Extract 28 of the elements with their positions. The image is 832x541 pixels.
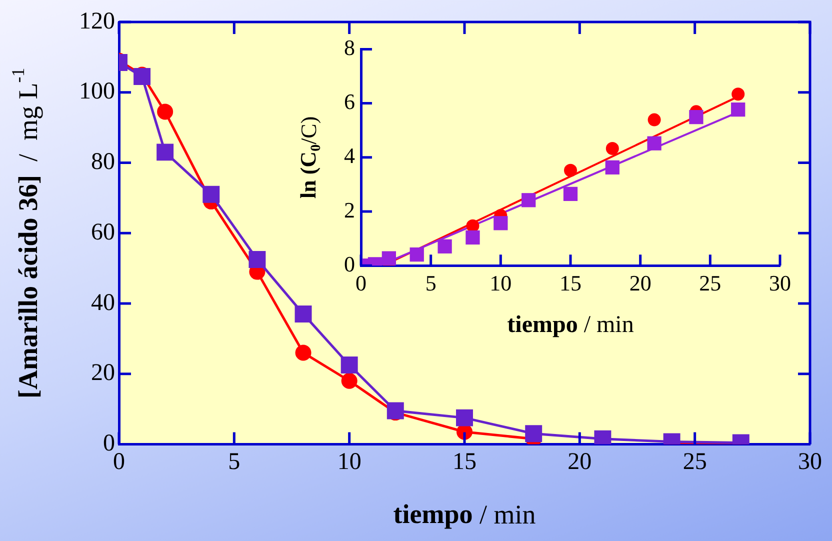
y-tick-label: 8	[344, 34, 355, 60]
y-tick-label: 2	[344, 197, 355, 222]
x-axis-title: tiempo / min	[393, 499, 536, 530]
x-tick-label: 10	[490, 270, 512, 296]
y-axis-title: [Amarillo ácido 36] / mg L-1	[8, 68, 44, 398]
y-tick-label: 20	[91, 360, 115, 386]
x-tick-label: 30	[769, 270, 791, 296]
y-tick-label: 120	[79, 8, 115, 34]
x-axis-title: tiempo / min	[507, 312, 634, 338]
y-axis-title: ln (C0/C)	[296, 116, 324, 198]
y-tick-label: 0	[344, 251, 355, 276]
x-tick-label: 10	[337, 448, 362, 475]
x-tick-label: 5	[228, 448, 240, 475]
x-tick-label: 20	[629, 270, 652, 296]
y-tick-label: 100	[79, 78, 115, 105]
x-tick-label: 15	[452, 448, 476, 475]
x-tick-label: 5	[425, 270, 436, 296]
y-tick-label: 60	[91, 219, 115, 246]
x-tick-label: 30	[798, 448, 822, 475]
y-tick-label: 6	[344, 89, 355, 114]
x-tick-label: 20	[568, 448, 592, 475]
y-tick-label: 0	[103, 430, 115, 456]
y-tick-label: 40	[91, 290, 115, 316]
x-tick-label: 25	[682, 448, 707, 475]
x-tick-label: 15	[560, 270, 582, 296]
y-tick-label: 80	[91, 149, 115, 176]
x-tick-label: 25	[699, 270, 722, 296]
y-tick-label: 4	[344, 143, 355, 168]
